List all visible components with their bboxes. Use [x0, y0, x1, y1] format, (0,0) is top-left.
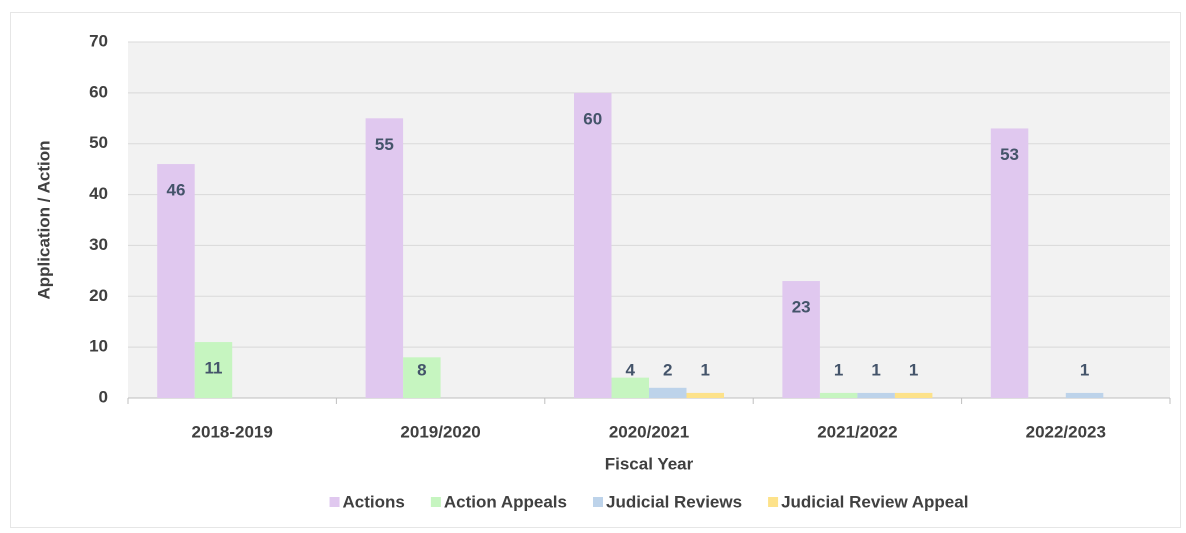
legend-swatch — [329, 497, 340, 507]
data-label: 1 — [1080, 360, 1089, 379]
bar — [403, 357, 441, 398]
bar — [819, 392, 858, 398]
bar — [857, 392, 895, 398]
data-label: 46 — [166, 181, 185, 200]
data-label: 8 — [417, 360, 426, 379]
y-tick-label: 40 — [89, 184, 108, 203]
y-tick-label: 10 — [89, 337, 108, 356]
data-label: 11 — [204, 359, 222, 378]
y-tick-label: 20 — [89, 286, 108, 305]
x-tick-label: 2018-2019 — [192, 422, 273, 441]
x-tick-label: 2019/2020 — [400, 422, 480, 441]
data-label: 2 — [663, 360, 672, 379]
y-tick-label: 0 — [99, 387, 108, 406]
y-tick-label: 50 — [89, 133, 108, 152]
x-axis-label: Fiscal Year — [605, 454, 694, 473]
x-tick-label: 2020/2021 — [609, 422, 689, 441]
bar — [686, 392, 724, 398]
legend-label: Judicial Review Appeal — [781, 492, 968, 511]
legend-swatch — [592, 497, 603, 507]
bar — [574, 92, 612, 398]
data-label: 53 — [1000, 145, 1019, 164]
legend-label: Judicial Reviews — [606, 492, 742, 511]
data-label: 23 — [792, 298, 811, 317]
y-axis-label: Application / Action — [34, 141, 53, 300]
bar — [157, 164, 195, 398]
bar — [194, 342, 233, 398]
bar — [1065, 392, 1104, 398]
bar — [611, 377, 649, 398]
data-label: 4 — [626, 360, 636, 379]
bar — [649, 387, 687, 398]
y-tick-label: 30 — [89, 235, 108, 254]
legend-label: Actions — [343, 492, 405, 511]
legend-swatch — [430, 497, 441, 507]
data-label: 60 — [583, 109, 602, 128]
x-tick-label: 2022/2023 — [1026, 422, 1106, 441]
bar — [894, 392, 933, 398]
x-tick-label: 2021/2022 — [817, 422, 897, 441]
data-label: 1 — [871, 360, 880, 379]
y-tick-label: 60 — [89, 82, 108, 101]
y-tick-label: 70 — [89, 31, 108, 50]
bar — [990, 128, 1029, 398]
bar — [782, 281, 820, 398]
legend-label: Action Appeals — [444, 492, 567, 511]
data-label: 1 — [909, 360, 918, 379]
data-label: 1 — [834, 360, 843, 379]
bar — [365, 118, 404, 399]
legend-swatch — [768, 497, 779, 507]
data-label: 55 — [375, 135, 394, 154]
data-label: 1 — [701, 360, 710, 379]
